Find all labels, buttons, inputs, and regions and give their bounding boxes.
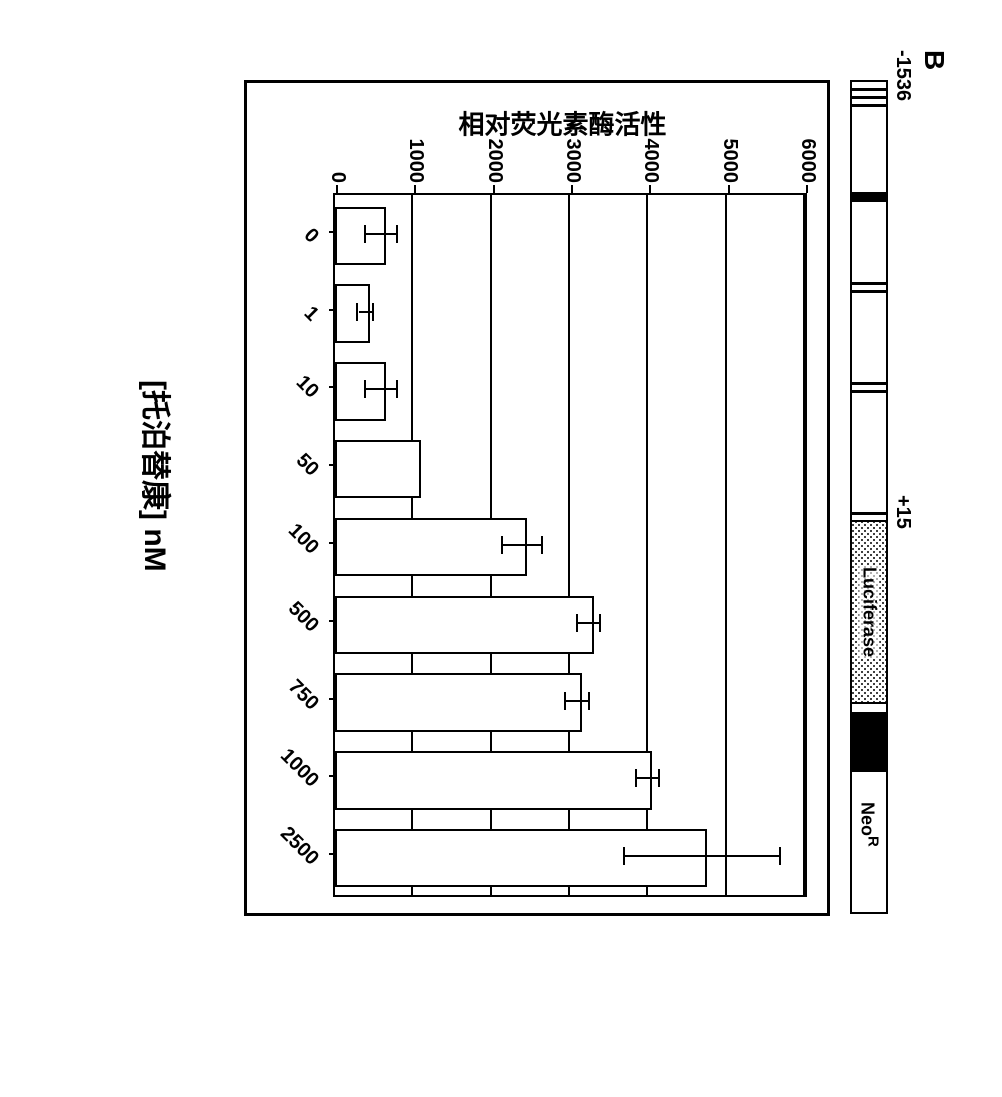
- chart-xtick-label: 1: [264, 267, 323, 326]
- chart-xtick-label: 10: [264, 345, 323, 404]
- panel-label: B: [918, 50, 950, 70]
- chart-error-stem: [637, 777, 661, 779]
- chart-xtick-mark: [329, 231, 337, 233]
- chart-ytick-mark: [493, 185, 495, 193]
- chart-ytick-label: 5000: [718, 123, 741, 183]
- construct-tick: [850, 88, 888, 91]
- chart-xlabel: [托泊替康] nM: [136, 380, 180, 572]
- construct-tick: [850, 104, 888, 107]
- chart-ytick-mark: [728, 185, 730, 193]
- chart-xtick-label: 750: [264, 656, 323, 715]
- chart-xtick-mark: [329, 542, 337, 544]
- chart-xtick-mark: [329, 775, 337, 777]
- chart-xtick-label: 2500: [264, 812, 323, 871]
- construct-right-coord: +15: [891, 495, 914, 529]
- chart-error-stem: [566, 700, 590, 702]
- chart-error-cap: [396, 380, 398, 398]
- chart-ytick-mark: [806, 185, 808, 193]
- construct-diagram: Luciferase NeoR: [850, 80, 888, 914]
- chart-error-cap: [501, 536, 503, 554]
- chart-gridline: [803, 195, 805, 895]
- construct-luciferase-label: Luciferase: [859, 565, 880, 659]
- construct-tick: [850, 512, 888, 515]
- chart-xtick-mark: [329, 620, 337, 622]
- chart-error-cap: [635, 769, 637, 787]
- chart-bar: [335, 362, 386, 420]
- chart-error-cap: [780, 847, 782, 865]
- chart-error-stem: [503, 544, 542, 546]
- construct-neo-seg: NeoR: [852, 782, 886, 908]
- chart-error-stem: [366, 388, 397, 390]
- chart-error-cap: [564, 692, 566, 710]
- chart-gridline: [725, 195, 727, 895]
- chart-error-cap: [357, 303, 359, 321]
- construct-neo-label: NeoR: [857, 802, 882, 847]
- chart-bar: [335, 440, 421, 498]
- chart-ytick-label: 0: [326, 123, 349, 183]
- chart-error-cap: [576, 614, 578, 632]
- construct-tick: [850, 290, 888, 293]
- chart-error-cap: [588, 692, 590, 710]
- chart-bar: [335, 284, 370, 342]
- chart-ytick-mark: [336, 185, 338, 193]
- chart-xtick-mark: [329, 386, 337, 388]
- chart-ytick-mark: [649, 185, 651, 193]
- chart-error-cap: [364, 380, 366, 398]
- chart-error-stem: [578, 622, 602, 624]
- chart-error-cap: [658, 769, 660, 787]
- chart-error-cap: [599, 614, 601, 632]
- chart-bar: [335, 596, 594, 654]
- chart-ytick-label: 1000: [404, 123, 427, 183]
- chart-error-cap: [623, 847, 625, 865]
- chart-error-cap: [372, 303, 374, 321]
- chart-xtick-mark: [329, 464, 337, 466]
- chart-bar: [335, 829, 707, 887]
- chart-error-stem: [625, 855, 782, 857]
- construct-luciferase-seg: Luciferase: [852, 520, 886, 704]
- chart-error-stem: [366, 233, 397, 235]
- chart-xtick-label: 50: [264, 423, 323, 482]
- chart-bar: [335, 518, 527, 576]
- chart-ytick-mark: [571, 185, 573, 193]
- construct-left-coord: -1536: [891, 50, 914, 101]
- construct-tick: [850, 390, 888, 393]
- chart-xtick-mark: [329, 698, 337, 700]
- construct-tick: [850, 382, 888, 385]
- chart-xtick-label: 0: [264, 189, 323, 248]
- construct-tick: [850, 282, 888, 285]
- chart-bar: [335, 751, 652, 809]
- chart-xtick-mark: [329, 853, 337, 855]
- chart-error-cap: [541, 536, 543, 554]
- chart-xtick-mark: [329, 309, 337, 311]
- chart-xtick-label: 100: [264, 501, 323, 560]
- chart-ytick-mark: [414, 185, 416, 193]
- chart-xtick-label: 1000: [264, 734, 323, 793]
- construct-black-seg-2: [852, 712, 886, 772]
- chart-ytick-label: 6000: [796, 123, 819, 183]
- construct-tick: [850, 96, 888, 99]
- chart-bar: [335, 673, 582, 731]
- chart-error-cap: [396, 225, 398, 243]
- chart-error-cap: [364, 225, 366, 243]
- chart-plot-area: [333, 193, 807, 897]
- chart-ylabel: 相对荧光素酶活性: [459, 105, 659, 142]
- chart-frame: 0100020003000400050006000 01105010050075…: [244, 80, 830, 916]
- chart-xtick-label: 500: [264, 578, 323, 637]
- chart-bar: [335, 207, 386, 265]
- construct-black-seg: [852, 192, 886, 202]
